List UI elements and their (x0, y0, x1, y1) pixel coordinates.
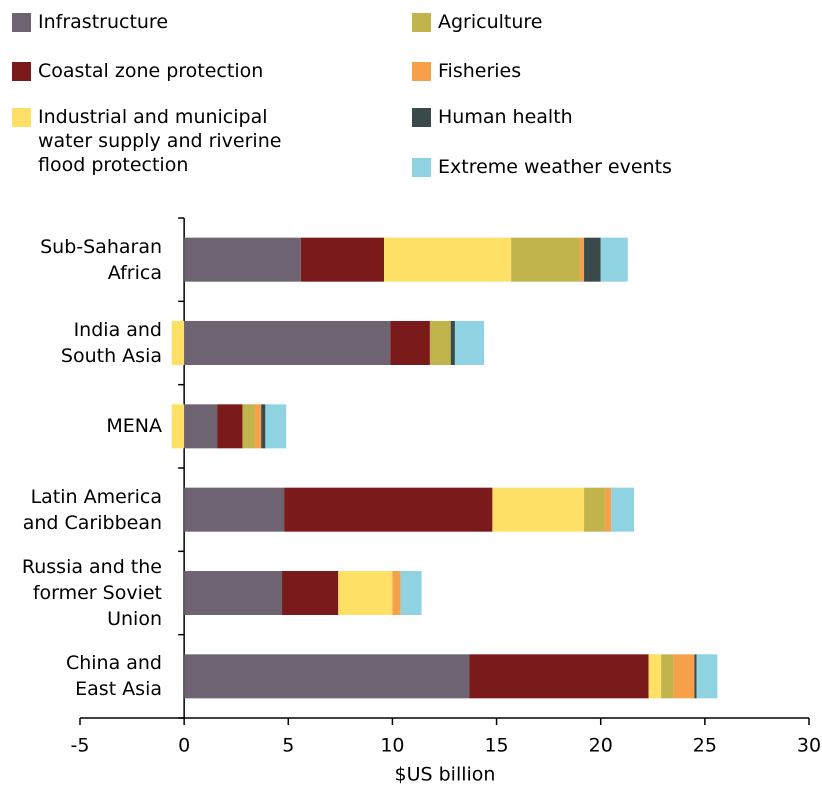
bar-segment (171, 404, 185, 449)
bar-segment (184, 404, 218, 449)
y-tick-label: MENA (106, 415, 162, 438)
y-tick-label: India and South Asia (60, 319, 162, 367)
bar-segment (511, 237, 580, 282)
bar-segment (338, 571, 393, 615)
legend-label: Agriculture (438, 11, 543, 33)
bar-segment (673, 654, 695, 699)
legend-swatch (412, 62, 431, 81)
bar-segment (217, 404, 243, 449)
bar-segment (265, 404, 287, 449)
bar-segment (450, 321, 455, 365)
bar-segment (469, 654, 649, 699)
legend-swatch (412, 13, 431, 32)
legend-item: Agriculture (412, 10, 543, 34)
legend-item: Human health (412, 105, 573, 129)
bar-segment (392, 571, 401, 615)
legend-swatch (12, 62, 31, 81)
legend-swatch (12, 108, 31, 127)
y-tick-label: Russia and the former Soviet Union (21, 556, 162, 630)
legend-label: Fisheries (438, 60, 522, 82)
x-tick-label: 10 (380, 735, 404, 757)
bar-segment (604, 487, 612, 532)
legend-label: Extreme weather events (438, 156, 672, 178)
legend-item: Fisheries (412, 59, 521, 83)
bar-segment (611, 487, 635, 532)
bar-segment (454, 321, 485, 365)
bar-segment (648, 654, 662, 699)
bar-segment (171, 321, 185, 365)
bar-segment (300, 237, 385, 282)
legend-item: Extreme weather events (412, 155, 672, 179)
legend-item: Infrastructure (12, 10, 168, 34)
y-tick-label: Sub-Saharan Africa (40, 235, 162, 284)
bar-segment (184, 237, 301, 282)
bar-segment (254, 404, 262, 449)
bar-segment (384, 237, 512, 282)
legend-item: Industrial and municipal water supply an… (12, 105, 281, 177)
x-tick-label: 20 (589, 735, 613, 757)
bar-segment (584, 237, 601, 282)
bar-segment (579, 237, 585, 282)
x-tick-label: 30 (797, 735, 821, 757)
bar-segment (282, 571, 339, 615)
bar-segment (696, 654, 718, 699)
bar-segment (429, 321, 451, 365)
bar-segment (661, 654, 674, 699)
bar-segment (184, 321, 391, 365)
bar-segment (184, 654, 470, 699)
bar-segment (284, 487, 493, 532)
legend-label: Human health (438, 106, 573, 128)
bar-segment (694, 654, 697, 699)
bar-segment (261, 404, 266, 449)
y-tick-label: China and East Asia (65, 652, 162, 701)
bar-segment (400, 571, 422, 615)
bar-segment (584, 487, 605, 532)
legend-swatch (412, 108, 431, 127)
legend-swatch (12, 13, 31, 32)
legend-label: Infrastructure (38, 11, 169, 33)
legend-item: Coastal zone protection (12, 59, 263, 83)
bar-segment (390, 321, 430, 365)
bar-segment (184, 487, 285, 532)
x-tick-label: 15 (484, 735, 508, 757)
x-tick-label: 5 (282, 735, 294, 757)
legend-swatch (412, 158, 431, 177)
y-tick-label: Latin America and Caribbean (22, 485, 162, 534)
x-tick-label: -5 (71, 735, 90, 757)
legend-label: Coastal zone protection (38, 60, 264, 82)
bar-segment (184, 571, 283, 615)
bar-segment (600, 237, 628, 282)
x-tick-label: 25 (693, 735, 717, 757)
x-axis-label: $US billion (395, 764, 496, 786)
legend-label: Industrial and municipal water supply an… (38, 106, 282, 176)
bar-segment (492, 487, 585, 532)
bar-segment (242, 404, 255, 449)
x-tick-label: 0 (178, 735, 190, 757)
